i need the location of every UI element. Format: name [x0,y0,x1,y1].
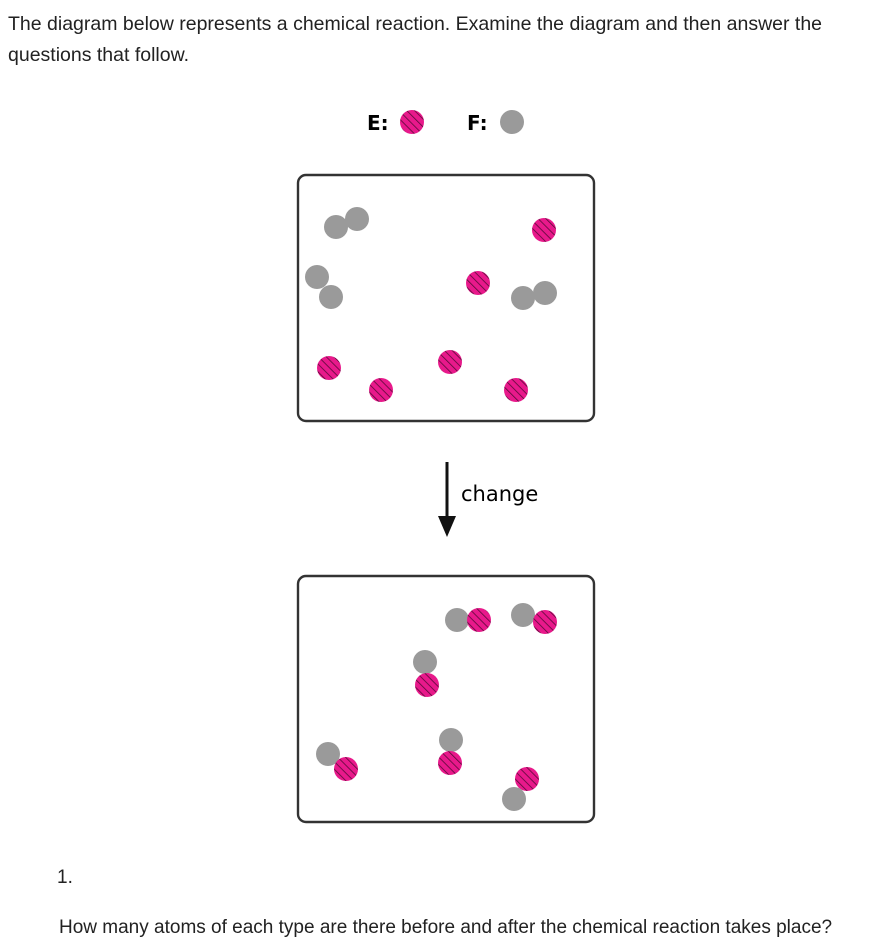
legend-e-label: E: [367,111,389,135]
atom-e [334,757,358,781]
ef-molecule [502,767,539,811]
atom-e [466,271,490,295]
legend: E: F: [367,110,524,135]
question-text: How many atoms of each type are there be… [59,917,833,938]
atom-f [319,285,343,309]
atom-f [413,650,437,674]
atom-f [533,281,557,305]
atom-e [415,673,439,697]
atom-e [438,350,462,374]
atom-f [445,608,469,632]
ef-molecule [413,650,439,697]
ef-molecule [445,608,491,632]
atom-e [533,610,557,634]
free-e-atoms [317,218,556,402]
ef-molecule [511,603,557,634]
reaction-diagram: E: F: change [296,110,596,824]
intro-paragraph: The diagram below represents a chemical … [8,13,823,66]
atom-e [317,356,341,380]
atom-e [532,218,556,242]
change-label: change [461,482,538,506]
f2-molecule [305,265,343,309]
question-number: 1. [57,867,73,888]
f2-molecule [511,281,557,310]
ef-molecule [438,728,463,775]
atom-f [502,787,526,811]
atom-f [345,207,369,231]
atom-f [511,286,535,310]
atom-e [467,608,491,632]
atom-e [438,751,462,775]
legend-atom-f [500,110,524,134]
atom-f [439,728,463,752]
atom-f [511,603,535,627]
change-arrow [438,462,456,537]
ef-molecule [316,742,358,781]
atom-f [305,265,329,289]
legend-f-label: F: [467,111,488,135]
atom-e [369,378,393,402]
f2-molecule [324,207,369,239]
legend-atom-e [400,110,424,134]
after-reaction-box [296,574,596,824]
atom-f [324,215,348,239]
atom-e [504,378,528,402]
before-reaction-box [296,173,596,423]
atom-e [515,767,539,791]
atom-f [316,742,340,766]
